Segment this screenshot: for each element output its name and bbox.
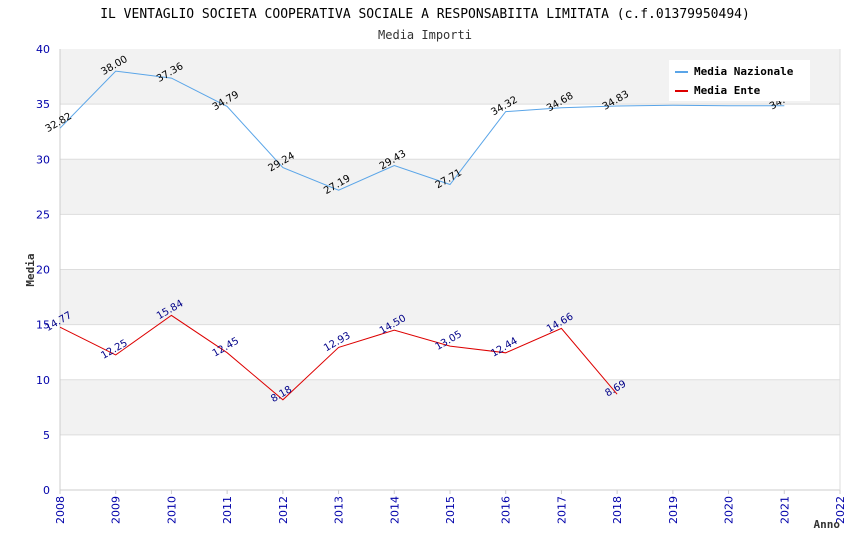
data-label: 14.77 (44, 310, 74, 334)
grid-lines (60, 103, 840, 436)
data-label: 12.25 (99, 338, 129, 362)
y-tick-label: 15 (36, 319, 50, 332)
y-tick-label: 25 (36, 208, 50, 221)
data-label: 12.44 (489, 336, 519, 360)
data-label: 12.45 (211, 336, 241, 360)
x-tick-label: 2019 (667, 496, 680, 524)
x-tick-label: 2022 (834, 496, 847, 524)
data-label: 32.82 (44, 111, 74, 135)
x-tick-label: 2014 (388, 496, 401, 524)
data-label: 13.05 (434, 329, 464, 353)
data-label: 12.93 (322, 330, 352, 354)
y-tick-label: 35 (36, 98, 50, 111)
chart-subtitle: Media Importi (378, 28, 472, 42)
x-tick-label: 2012 (277, 496, 290, 524)
grid-band (60, 269, 840, 325)
x-tick-label: 2017 (555, 496, 568, 524)
x-axis-ticks: 2008 2009 2010 2011 2012 2013 2014 2015 2016 2017… (54, 490, 847, 524)
series-lines (59, 70, 785, 401)
series-line-media-ente (59, 314, 618, 401)
y-tick-label: 0 (43, 484, 50, 497)
y-tick-label: 10 (36, 374, 50, 387)
series-line-media-nazionale (59, 70, 785, 191)
grid-bands (60, 49, 840, 435)
x-tick-label: 2015 (444, 496, 457, 524)
x-axis-label: Anno (814, 518, 841, 531)
chart-title: IL VENTAGLIO SOCIETA COOPERATIVA SOCIALE… (100, 7, 750, 22)
y-axis-label: Media (24, 253, 37, 286)
x-tick-label: 2013 (333, 496, 346, 524)
legend: Media Nazionale Media Ente (669, 60, 810, 101)
x-tick-label: 2008 (54, 496, 67, 524)
y-tick-label: 20 (36, 264, 50, 277)
x-tick-label: 2009 (110, 496, 123, 524)
x-tick-label: 2021 (778, 496, 791, 524)
x-tick-label: 2018 (611, 496, 624, 524)
legend-label-ente: Media Ente (694, 84, 761, 97)
x-tick-label: 2016 (500, 496, 513, 524)
y-tick-label: 30 (36, 153, 50, 166)
y-tick-label: 5 (43, 429, 50, 442)
x-tick-label: 2010 (165, 496, 178, 524)
legend-label-nazionale: Media Nazionale (694, 65, 794, 78)
x-tick-label: 2011 (221, 496, 234, 524)
y-tick-label: 40 (36, 43, 50, 56)
legend-box (669, 60, 810, 101)
x-tick-label: 2020 (723, 496, 736, 524)
y-axis-ticks: 0 5 10 15 20 25 30 35 40 (36, 43, 50, 497)
grid-band (60, 159, 840, 215)
grid-band (60, 379, 840, 435)
